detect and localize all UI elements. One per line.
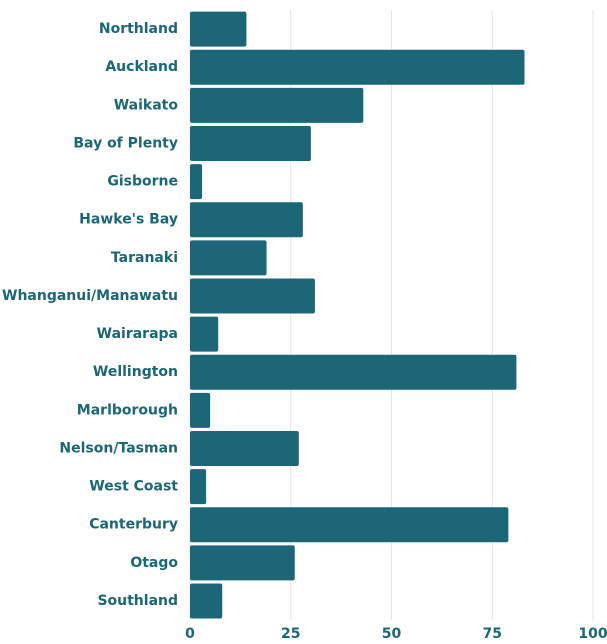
bar [190,11,247,47]
bar [190,545,295,581]
y-tick-label: Marlborough [77,402,178,418]
x-tick-label: 50 [382,626,402,642]
bar [190,87,364,123]
bar [190,392,211,428]
x-tick-label: 75 [483,626,502,642]
y-tick-label: Northland [99,21,178,37]
y-tick-label: Canterbury [89,517,178,533]
bar [190,430,299,466]
bar [190,125,311,161]
bar [190,507,509,543]
x-tick-label: 100 [578,626,607,642]
y-tick-label: Auckland [105,59,178,75]
y-tick-label: Waikato [114,97,179,113]
y-tick-label: Taranaki [111,250,178,266]
x-tick-label: 0 [185,626,195,642]
bar [190,278,315,314]
bar [190,583,223,619]
bar [190,316,219,352]
x-tick-label: 25 [281,626,300,642]
y-tick-label: Otago [130,555,178,571]
y-tick-label: Southland [97,593,178,609]
bar [190,240,267,276]
bar [190,469,207,505]
y-tick-label: West Coast [89,479,178,495]
bar [190,354,517,390]
y-tick-label: Bay of Plenty [73,135,178,151]
y-tick-label: Hawke's Bay [79,212,178,228]
y-tick-label: Gisborne [107,174,178,190]
bar [190,164,203,200]
y-tick-label: Whanganui/Manawatu [2,288,178,304]
bar [190,49,525,85]
y-tick-label: Wellington [93,364,178,380]
bar [190,202,303,238]
y-tick-label: Nelson/Tasman [59,440,178,456]
y-tick-label: Wairarapa [97,326,178,342]
